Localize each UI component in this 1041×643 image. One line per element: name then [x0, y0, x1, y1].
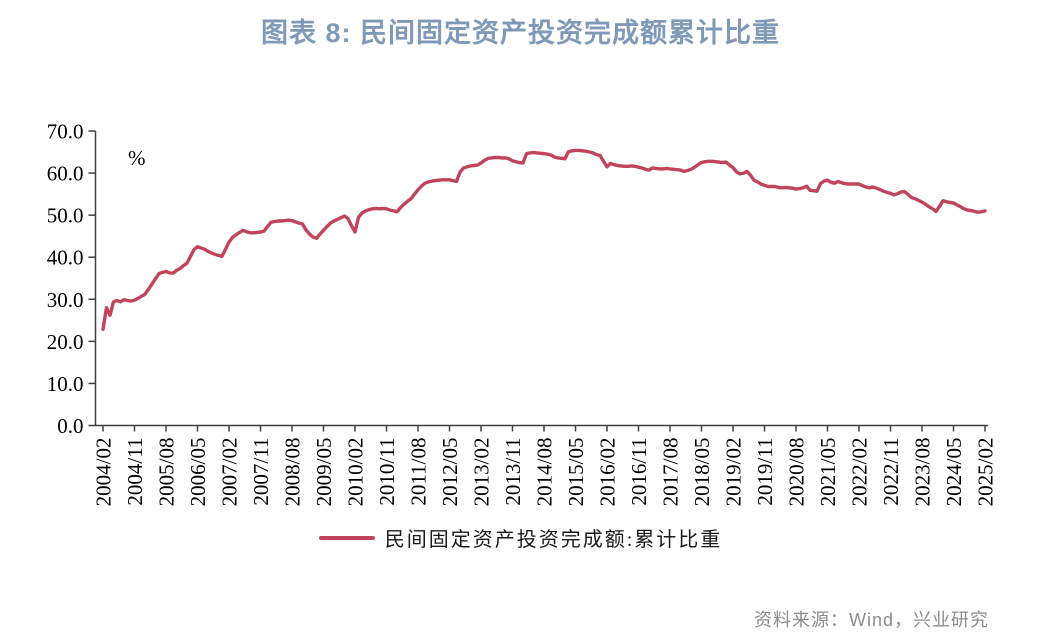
y-tick-label: 0.0 — [57, 414, 83, 438]
x-tick-label: 2024/05 — [942, 438, 966, 507]
x-tick-label: 2021/05 — [816, 438, 840, 507]
y-tick-label: 30.0 — [47, 288, 84, 312]
x-tick-label: 2016/11 — [627, 438, 651, 506]
legend-series-label: 民间固定资产投资完成额:累计比重 — [384, 529, 723, 551]
x-tick-label: 2022/11 — [879, 438, 903, 506]
x-tick-label: 2007/11 — [249, 438, 273, 506]
y-tick-label: 40.0 — [47, 246, 84, 270]
x-tick-label: 2015/05 — [564, 438, 588, 507]
y-axis-unit-label: % — [128, 146, 146, 170]
x-tick-label: 2025/02 — [974, 438, 998, 507]
x-tick-label: 2017/08 — [659, 438, 683, 507]
x-tick-label: 2019/11 — [753, 438, 777, 506]
x-tick-label: 2004/11 — [123, 438, 147, 506]
x-tick-label: 2018/05 — [690, 438, 714, 507]
x-tick-label: 2010/02 — [344, 438, 368, 507]
x-tick-label: 2008/08 — [281, 438, 305, 507]
x-tick-label: 2012/05 — [438, 438, 462, 507]
y-tick-label: 50.0 — [47, 204, 84, 228]
x-tick-label: 2016/02 — [596, 438, 620, 507]
x-tick-label: 2011/08 — [407, 438, 431, 506]
x-tick-label: 2013/02 — [470, 438, 494, 507]
x-tick-label: 2004/02 — [92, 438, 116, 507]
x-tick-label: 2007/02 — [218, 438, 242, 507]
y-tick-label: 10.0 — [47, 372, 84, 396]
source-note: 资料来源：Wind，兴业研究 — [753, 610, 989, 630]
legend-line-swatch — [318, 535, 375, 540]
y-tick-label: 70.0 — [47, 120, 84, 144]
x-tick-label: 2006/05 — [186, 438, 210, 507]
x-tick-label: 2023/08 — [911, 438, 935, 507]
y-tick-label: 60.0 — [47, 162, 84, 186]
chart-title: 图表 8: 民间固定资产投资完成额累计比重 — [260, 18, 780, 48]
legend: 民间固定资产投资完成额:累计比重 — [0, 523, 1041, 552]
x-tick-label: 2010/11 — [375, 438, 399, 506]
x-tick-label: 2022/02 — [848, 438, 872, 507]
x-tick-label: 2009/05 — [312, 438, 336, 507]
y-tick-label: 20.0 — [47, 330, 84, 354]
x-tick-label: 2005/08 — [155, 438, 179, 507]
x-tick-label: 2013/11 — [501, 438, 525, 506]
x-tick-label: 2020/08 — [785, 438, 809, 507]
series-line — [101, 148, 987, 331]
axes — [94, 131, 988, 427]
x-tick-label: 2019/02 — [722, 438, 746, 507]
x-tick-label: 2014/08 — [533, 438, 557, 507]
